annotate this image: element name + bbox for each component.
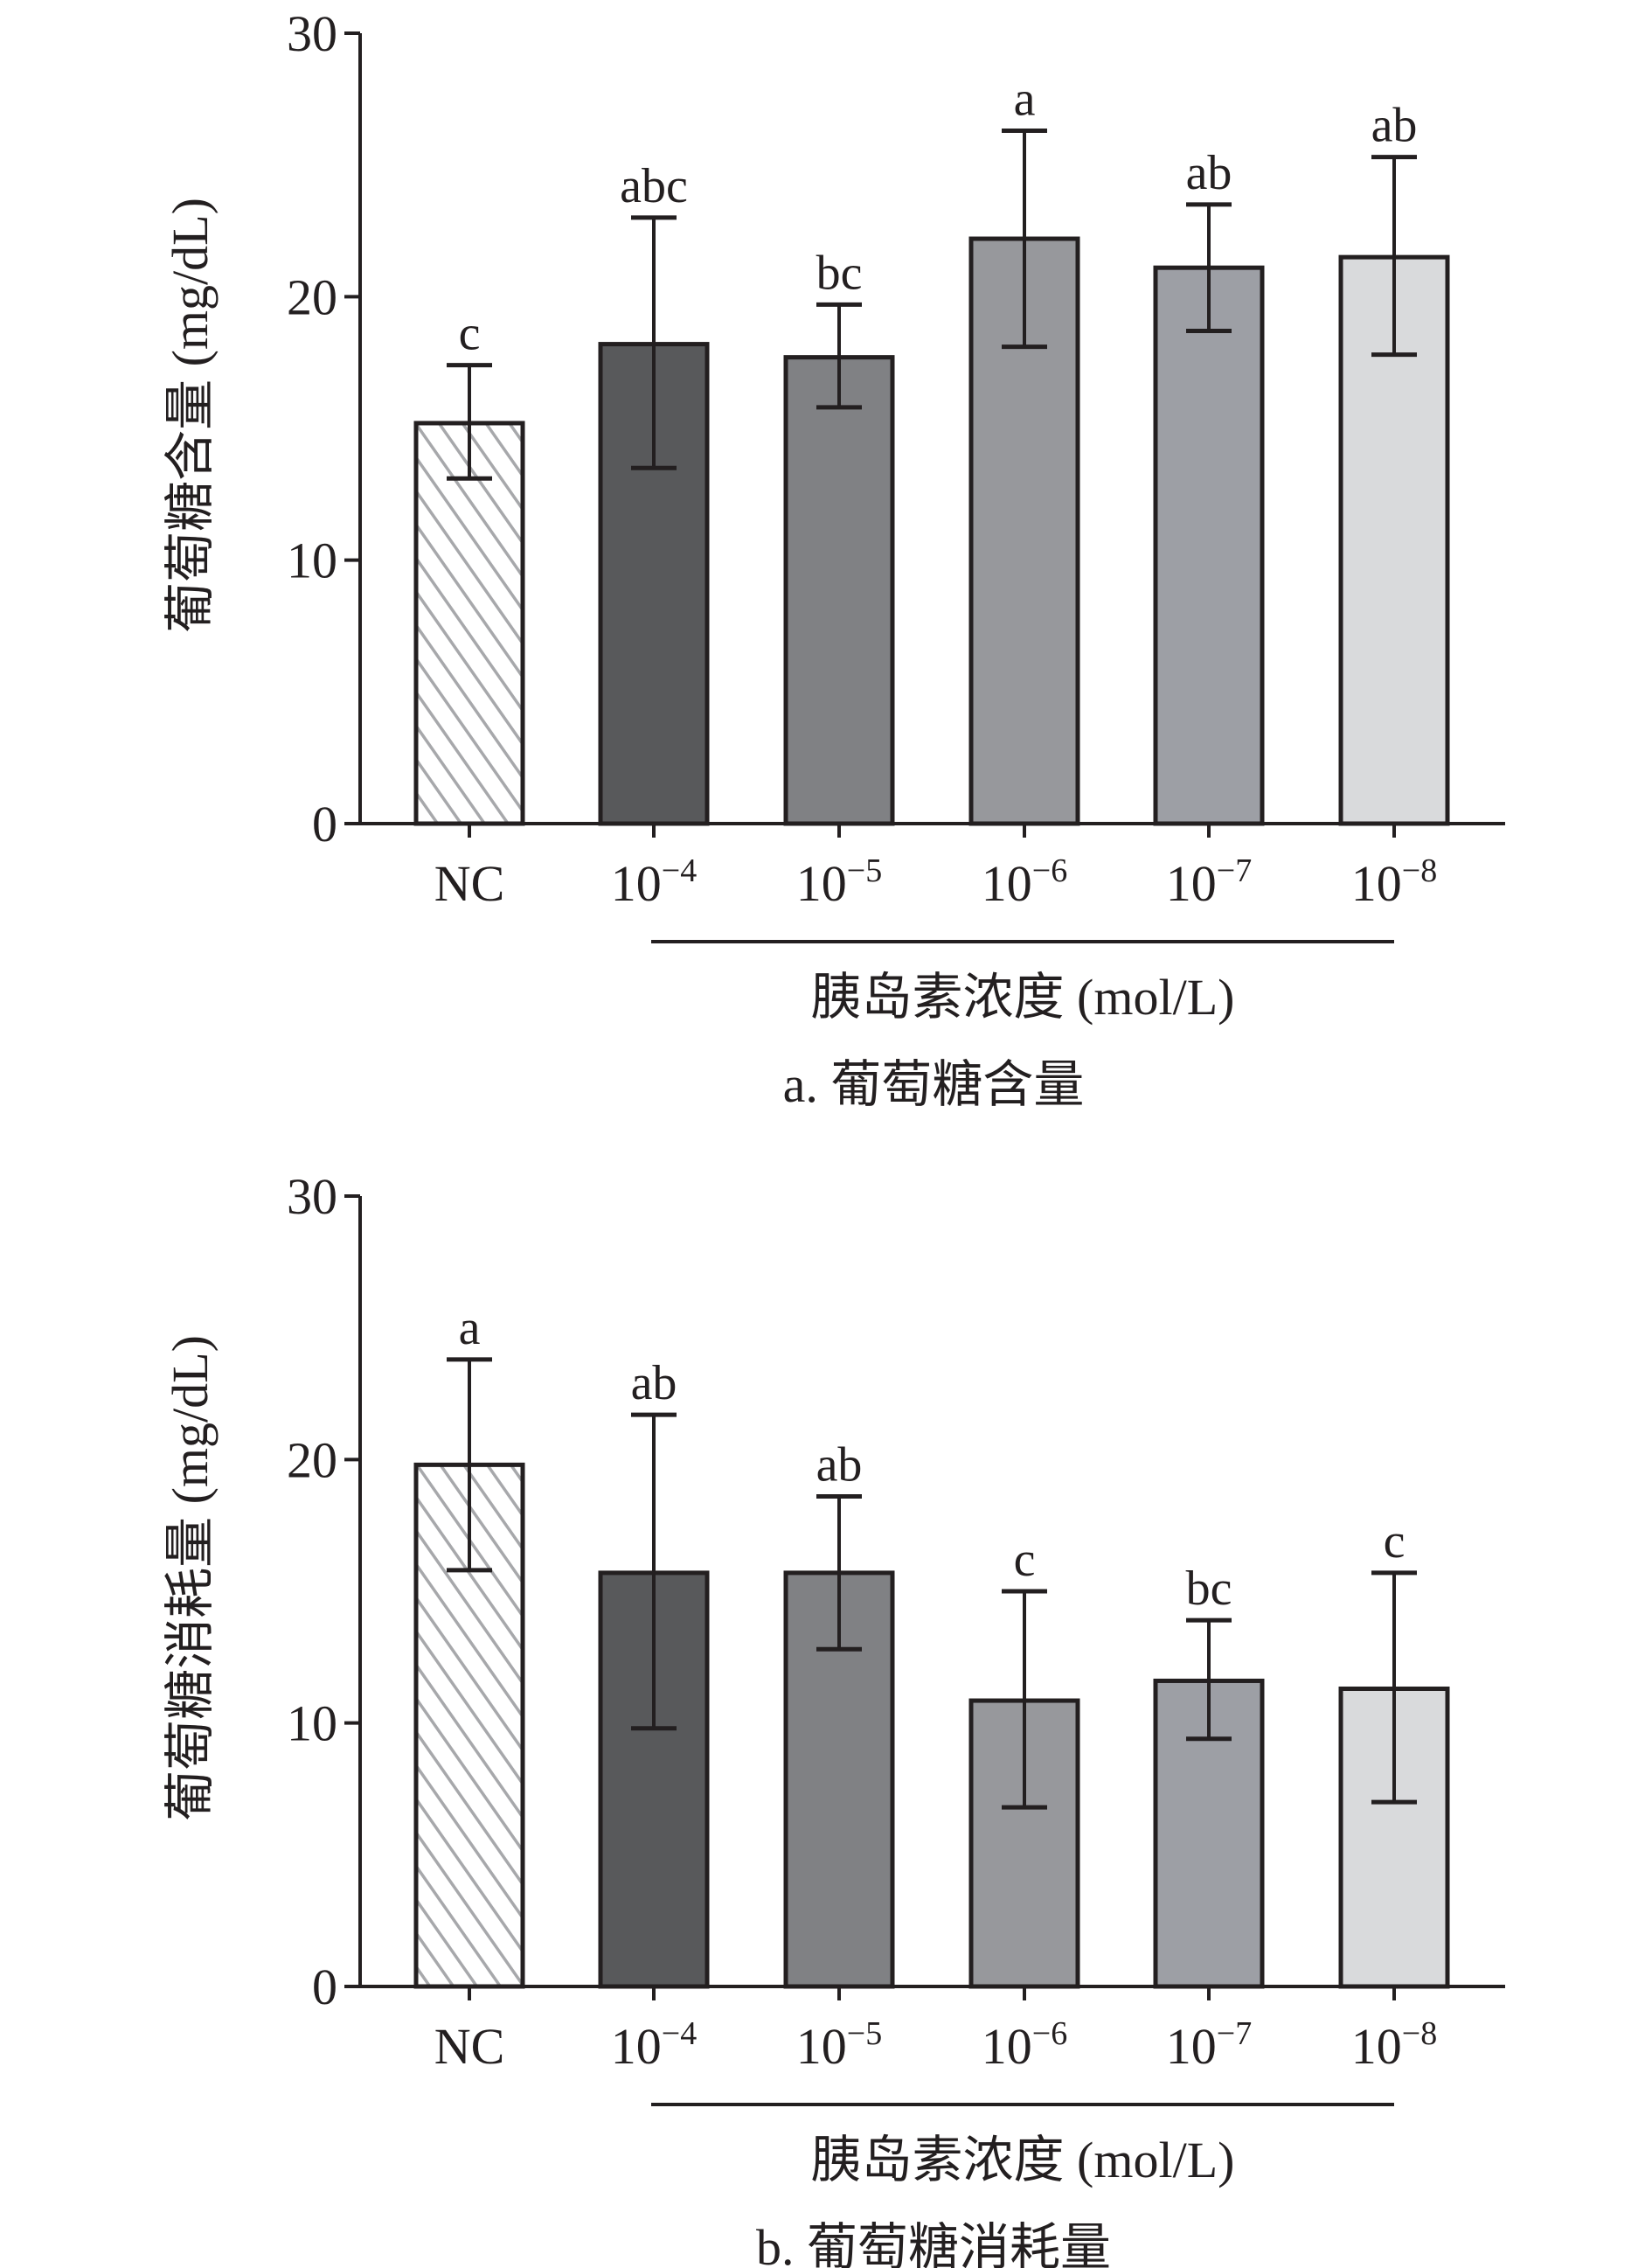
x-tick-label: NC	[434, 855, 505, 912]
x-tick-label: 10−6	[982, 852, 1067, 912]
significance-label: ab	[1371, 99, 1418, 153]
significance-label: ab	[631, 1356, 677, 1410]
y-axis-label: 葡萄糖消耗量 (mg/dL)	[162, 1335, 219, 1821]
x-tick-label: 10−4	[611, 2015, 697, 2075]
y-tick-label: 30	[287, 5, 337, 62]
x-tick-label: 10−6	[982, 2015, 1067, 2075]
bar	[783, 355, 895, 826]
y-axis-label: 葡萄糖含量 (mg/dL)	[162, 198, 219, 633]
y-tick-label: 30	[287, 1168, 337, 1225]
y-tick-label: 10	[287, 532, 337, 589]
x-tick-label: 10−5	[796, 852, 882, 912]
x-tick-label: 10−8	[1351, 852, 1437, 912]
chart-caption: b. 葡萄糖消耗量	[756, 2219, 1111, 2268]
significance-label: bc	[1186, 1562, 1232, 1616]
y-tick-label: 0	[312, 796, 337, 852]
bar	[1153, 265, 1265, 826]
bar	[413, 421, 525, 826]
y-tick-label: 20	[287, 1431, 337, 1488]
chart-caption: a. 葡萄糖含量	[783, 1056, 1085, 1113]
significance-label: abc	[620, 159, 688, 213]
chart-panel-a: c abc bc a ab ab 0 10 20 30 NC 10−4 10−5 10−6 10−7 10−8…	[162, 5, 1505, 1113]
x-tick-label: 10−7	[1166, 2015, 1252, 2075]
x-axis-label: 胰岛素浓度 (mol/L)	[811, 969, 1235, 1026]
significance-label: c	[1384, 1514, 1406, 1569]
significance-label: ab	[816, 1438, 863, 1492]
x-tick-label: 10−5	[796, 2015, 882, 2075]
significance-label: c	[1014, 1533, 1036, 1587]
x-tick-label: NC	[434, 2018, 505, 2075]
y-tick-label: 0	[312, 1958, 337, 2015]
significance-label: a	[459, 1301, 481, 1355]
significance-label: c	[459, 307, 481, 361]
x-tick-label: 10−8	[1351, 2015, 1437, 2075]
chart-panel-b: a ab ab c bc c 0 10 20 30 NC 10−4 10−5 10−6 10−7 10−8 胰岛…	[162, 1168, 1505, 2268]
x-tick-label: 10−7	[1166, 852, 1252, 912]
significance-label: ab	[1186, 146, 1232, 200]
significance-label: bc	[816, 246, 863, 300]
x-axis-label: 胰岛素浓度 (mol/L)	[811, 2132, 1235, 2188]
significance-label: a	[1014, 72, 1036, 126]
y-tick-label: 10	[287, 1695, 337, 1752]
x-tick-label: 10−4	[611, 852, 697, 912]
y-tick-label: 20	[287, 268, 337, 325]
